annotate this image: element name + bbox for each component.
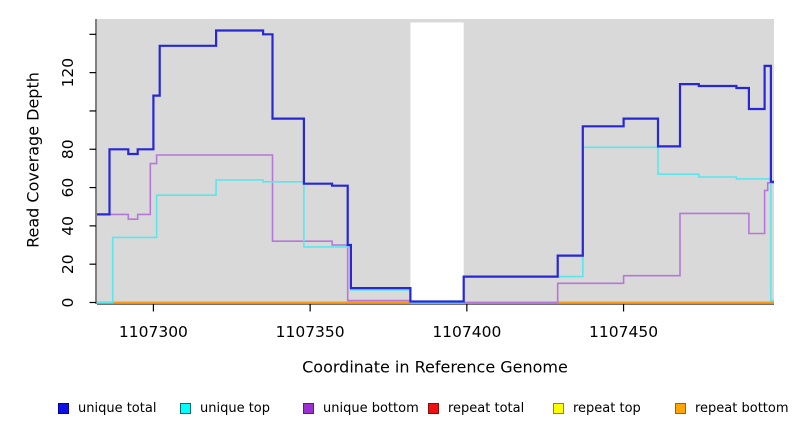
- legend-item-repeat-total: repeat total: [428, 398, 524, 418]
- legend-label-repeat-total: repeat total: [448, 400, 525, 416]
- series-unique-total-line: [97, 29, 774, 303]
- coverage-gap-band: [410, 22, 464, 304]
- y-tick-label: 60: [59, 178, 77, 198]
- x-tick-label: 1107450: [589, 323, 658, 341]
- legend-swatch-unique-bottom-icon: [303, 402, 314, 414]
- legend-item-unique-bottom: unique bottom: [303, 398, 419, 418]
- legend-label-repeat-bottom: repeat bottom: [695, 400, 789, 416]
- x-tick-label: 1107400: [432, 323, 501, 341]
- legend-swatch-unique-top-icon: [180, 402, 191, 414]
- legend-swatch-repeat-bottom-icon: [675, 402, 686, 414]
- y-tick-label: 80: [59, 139, 77, 159]
- legend-label-repeat-top: repeat top: [573, 400, 641, 416]
- legend-swatch-repeat-top-icon: [553, 402, 564, 414]
- legend-label-unique-total: unique total: [78, 400, 157, 416]
- x-tick-label: 1107350: [276, 323, 345, 341]
- y-tick-label: 40: [59, 216, 77, 236]
- legend-item-repeat-bottom: repeat bottom: [675, 398, 789, 418]
- y-tick-label: 20: [59, 254, 77, 274]
- legend-swatch-repeat-total-icon: [428, 402, 439, 414]
- chart-legend: unique total unique top unique bottom repea…: [0, 398, 792, 422]
- legend-label-unique-top: unique top: [200, 400, 271, 416]
- legend-item-unique-total: unique total: [58, 398, 156, 418]
- legend-label-unique-bottom: unique bottom: [323, 400, 419, 416]
- series-unique-bottom-line: [97, 154, 774, 304]
- y-tick-label: 120: [59, 58, 77, 88]
- y-axis-title: Read Coverage Depth: [23, 72, 43, 248]
- legend-item-unique-top: unique top: [180, 398, 270, 418]
- legend-swatch-unique-total-icon: [58, 402, 69, 414]
- legend-item-repeat-top: repeat top: [553, 398, 641, 418]
- x-axis-title: Coordinate in Reference Genome: [302, 357, 568, 377]
- y-tick-label: 0: [59, 298, 77, 308]
- x-tick-label: 1107300: [119, 323, 188, 341]
